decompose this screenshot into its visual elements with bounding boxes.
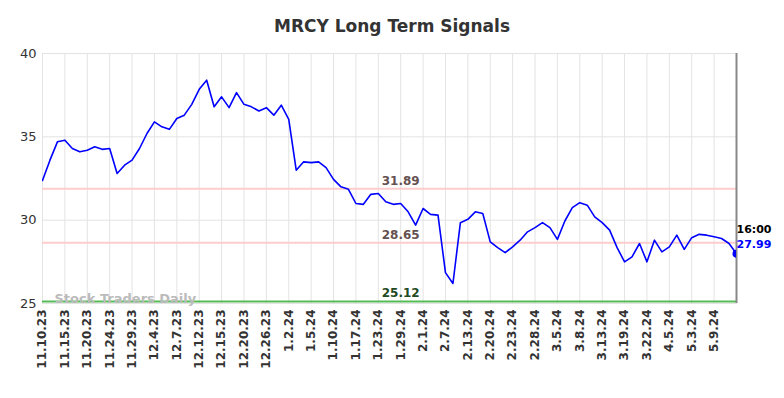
svg-text:2.13.24: 2.13.24 — [461, 310, 475, 361]
svg-text:3.5.24: 3.5.24 — [550, 310, 564, 353]
svg-text:12.20.23: 12.20.23 — [237, 310, 251, 369]
svg-text:25.12: 25.12 — [382, 286, 420, 300]
svg-text:3.19.24: 3.19.24 — [617, 310, 631, 361]
svg-text:25: 25 — [20, 296, 37, 311]
svg-text:2.1.24: 2.1.24 — [416, 310, 430, 353]
svg-text:28.65: 28.65 — [382, 228, 420, 242]
svg-text:2.7.24: 2.7.24 — [438, 310, 452, 353]
svg-text:12.12.23: 12.12.23 — [192, 310, 206, 369]
svg-text:11.24.23: 11.24.23 — [103, 310, 117, 369]
svg-text:2.20.24: 2.20.24 — [483, 310, 497, 361]
svg-text:1.17.24: 1.17.24 — [349, 310, 363, 361]
svg-text:3.22.24: 3.22.24 — [640, 310, 654, 361]
svg-text:1.23.24: 1.23.24 — [371, 310, 385, 361]
svg-text:3.13.24: 3.13.24 — [595, 310, 609, 361]
svg-text:12.4.23: 12.4.23 — [147, 310, 161, 361]
svg-text:40: 40 — [20, 46, 37, 61]
svg-text:11.10.23: 11.10.23 — [35, 310, 49, 369]
html-text:MRCY Long Term Signals: MRCY Long Term Signals — [274, 16, 510, 36]
svg-text:35: 35 — [20, 129, 37, 144]
svg-text:11.29.23: 11.29.23 — [125, 310, 139, 369]
svg-text:12.15.23: 12.15.23 — [214, 310, 228, 369]
svg-text:2.28.24: 2.28.24 — [528, 310, 542, 361]
svg-text:30: 30 — [20, 212, 37, 227]
svg-text:5.3.24: 5.3.24 — [685, 310, 699, 353]
svg-text:12.7.23: 12.7.23 — [170, 310, 184, 361]
svg-text:5.9.24: 5.9.24 — [707, 310, 721, 353]
svg-text:31.89: 31.89 — [382, 174, 420, 188]
svg-text:1.29.24: 1.29.24 — [394, 310, 408, 361]
svg-text:1.5.24: 1.5.24 — [304, 310, 318, 353]
svg-text:12.26.23: 12.26.23 — [259, 310, 273, 369]
svg-text:Stock Traders Daily: Stock Traders Daily — [55, 291, 197, 306]
svg-text:11.15.23: 11.15.23 — [58, 310, 72, 369]
svg-text:4.5.24: 4.5.24 — [662, 310, 676, 353]
svg-text:16:00: 16:00 — [737, 223, 772, 236]
svg-text:3.8.24: 3.8.24 — [573, 310, 587, 353]
svg-text:1.2.24: 1.2.24 — [282, 310, 296, 353]
svg-text:1.10.24: 1.10.24 — [326, 310, 340, 361]
svg-text:2.23.24: 2.23.24 — [505, 310, 519, 361]
svg-text:27.99: 27.99 — [737, 238, 772, 251]
svg-text:11.20.23: 11.20.23 — [80, 310, 94, 369]
